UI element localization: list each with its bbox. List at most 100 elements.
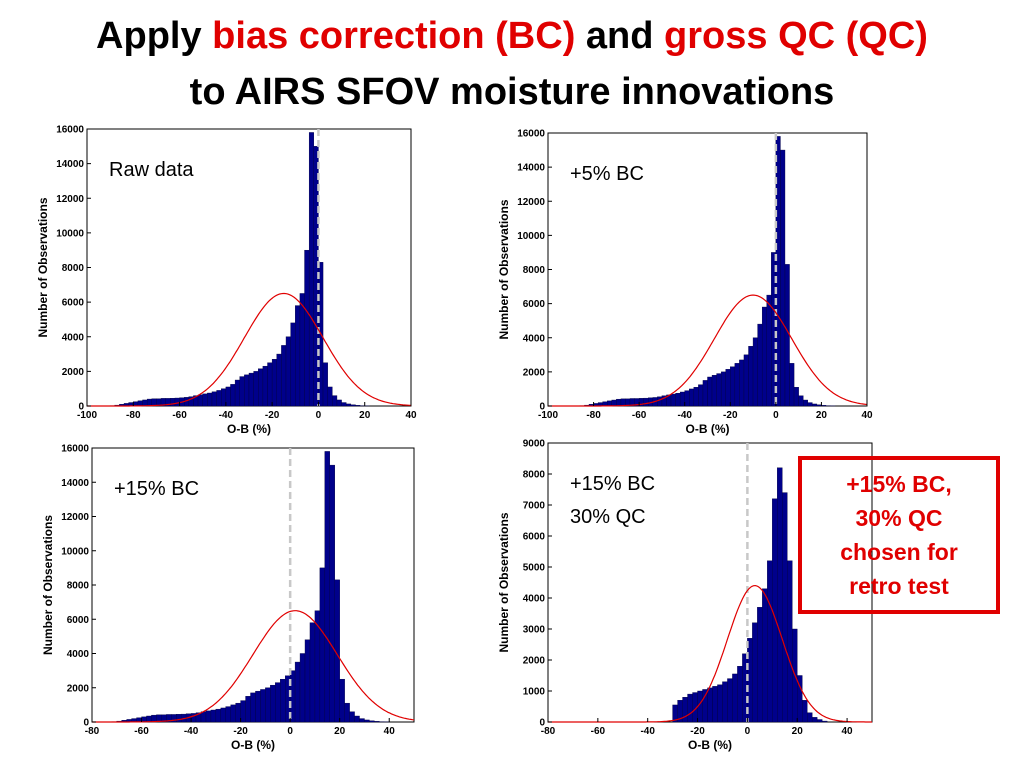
chart-3-y-tick-label-7: 7000 [523, 501, 546, 512]
chart-3-annotation-1: 30% QC [570, 506, 646, 528]
chart-1-gaussian-fit [548, 294, 868, 407]
chart-1-plot-area [547, 132, 868, 407]
chart-0-y-tick-label-4: 8000 [62, 263, 85, 274]
chart-3-bar-30 [821, 720, 828, 723]
chart-3-bar-17 [757, 607, 763, 723]
chart-0-y-axis-label: Number of Observations [36, 197, 50, 337]
chart-1-x-axis-label: O-B (%) [686, 422, 730, 436]
chart-3-bar-7 [707, 687, 713, 723]
chart-3-bar-20 [772, 498, 778, 723]
chart-0-x-tick-label-2: -60 [172, 410, 187, 421]
retro-test-callout: +15% BC, 30% QC chosen for retro test [798, 456, 1000, 614]
chart-2-y-tick-label-6: 12000 [61, 512, 89, 523]
chart-1-y-tick-label-8: 16000 [517, 129, 545, 140]
chart-1-y-axis-label: Number of Observations [497, 199, 511, 339]
chart-1-x-tick-label-5: 0 [773, 410, 779, 421]
chart-0-y-tick-label-7: 14000 [56, 159, 84, 170]
chart-2-y-tick-label-7: 14000 [61, 478, 89, 489]
chart-3-bar-6 [702, 689, 708, 723]
title-part-bias-correction: bias correction (BC) [212, 15, 576, 57]
chart-2-x-tick-label-5: 20 [334, 726, 346, 737]
chart-3-x-tick-label-4: 0 [745, 726, 751, 737]
chart-1-y-tick-label-1: 2000 [523, 367, 546, 378]
chart-3-bar-12 [732, 673, 738, 723]
chart-3-y-axis-label: Number of Observations [497, 512, 511, 652]
chart-3-y-tick-label-8: 8000 [523, 470, 546, 481]
chart-2-x-tick-label-6: 40 [384, 726, 396, 737]
chart-1-x-tick-label-2: -60 [632, 410, 647, 421]
chart-1-y-tick-label-4: 8000 [523, 265, 546, 276]
chart-2-plot-area [91, 447, 415, 723]
chart-0-x-axis-label: O-B (%) [227, 422, 271, 436]
chart-2-y-tick-label-8: 16000 [61, 444, 89, 455]
chart-3-bar-26 [802, 700, 808, 723]
chart-3-bar-9 [717, 684, 723, 723]
chart-3-bar-18 [762, 588, 768, 723]
chart-3-bar-2 [682, 697, 688, 723]
chart-3-x-tick-label-6: 40 [842, 726, 854, 737]
chart-2-x-tick-label-2: -40 [184, 726, 199, 737]
chart-3-y-tick-label-4: 4000 [523, 594, 546, 605]
chart-3-x-tick-label-0: -80 [541, 726, 556, 737]
chart-1-x-tick-label-1: -80 [586, 410, 601, 421]
chart-0-y-tick-label-2: 4000 [62, 332, 85, 343]
chart-0-y-tick-label-3: 6000 [62, 298, 85, 309]
title-part-apply: Apply [96, 15, 213, 57]
chart-2-y-axis-label: Number of Observations [41, 515, 55, 655]
chart-3-bar-10 [722, 681, 728, 723]
chart-1-annotation-0: +5% BC [570, 163, 644, 185]
chart-1-y-tick-label-3: 6000 [523, 299, 546, 310]
chart-3-y-tick-label-1: 1000 [523, 687, 546, 698]
chart-3-bar-28 [811, 717, 818, 723]
chart-3-bar-23 [787, 560, 793, 723]
chart-0-x-tick-label-7: 40 [405, 410, 417, 421]
chart-2-x-axis-label: O-B (%) [231, 738, 275, 752]
chart-2-y-tick-label-4: 8000 [67, 581, 90, 592]
chart-3-bar-22 [782, 492, 788, 723]
chart-3-gaussian-fit [548, 584, 872, 723]
chart-2-x-tick-label-4: 0 [287, 726, 293, 737]
chart-1-x-tick-label-0: -100 [538, 410, 558, 421]
chart-2-y-tick-label-5: 10000 [61, 546, 89, 557]
chart-0-gaussian-fit [87, 292, 412, 407]
chart-3-y-tick-label-2: 2000 [523, 656, 546, 667]
chart-3-y-tick-label-9: 9000 [523, 439, 546, 450]
chart-0-x-tick-label-0: -100 [77, 410, 97, 421]
chart-3-bar-21 [777, 467, 783, 723]
chart-0-annotation-0: Raw data [109, 159, 194, 181]
chart-3-x-tick-label-2: -40 [640, 726, 655, 737]
chart-3-bar-29 [816, 719, 823, 723]
chart-2-gaussian-fit [92, 610, 415, 723]
chart-0-x-tick-label-5: 0 [316, 410, 322, 421]
chart-2-y-tick-label-0: 0 [83, 718, 89, 729]
title-part-and: and [575, 15, 665, 57]
chart-0-plot-area [86, 128, 412, 407]
chart-3-y-tick-label-3: 3000 [523, 625, 546, 636]
chart-1-bar-46 [789, 363, 795, 407]
title-part-gross-qc: gross QC (QC) [664, 15, 928, 57]
chart-3-x-tick-label-1: -60 [591, 726, 606, 737]
chart-3-y-tick-label-0: 0 [539, 718, 545, 729]
chart-1-x-tick-label-4: -20 [723, 410, 738, 421]
chart-0-bar-46 [322, 362, 328, 407]
chart-3-bar-13 [737, 666, 743, 723]
chart-3-bar-11 [727, 678, 733, 723]
chart-3-x-tick-label-3: -20 [690, 726, 705, 737]
chart-0-x-tick-label-3: -40 [219, 410, 234, 421]
chart-1-y-tick-label-0: 0 [539, 402, 545, 413]
chart-1-x-tick-label-7: 40 [861, 410, 873, 421]
chart-3-bar-3 [687, 693, 693, 723]
chart-1-y-tick-label-6: 12000 [517, 197, 545, 208]
chart-3-bar-8 [712, 686, 718, 723]
chart-3-bar-27 [807, 712, 813, 723]
chart-1-y-tick-label-2: 4000 [523, 333, 546, 344]
slide-title-line-1: Apply bias correction (BC) and gross QC … [0, 14, 1024, 58]
chart-0-x-tick-label-6: 20 [359, 410, 371, 421]
chart-0-y-tick-label-1: 2000 [62, 367, 85, 378]
chart-1-y-tick-label-5: 10000 [517, 231, 545, 242]
chart-0-x-tick-label-4: -20 [265, 410, 280, 421]
chart-2-x-tick-label-3: -20 [233, 726, 248, 737]
